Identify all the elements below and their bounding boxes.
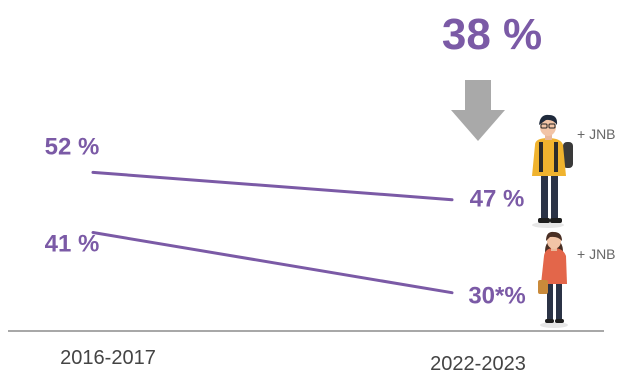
girl-student-icon	[538, 232, 568, 328]
series-1-label-end: 47 %	[470, 186, 525, 213]
x-tick-label-2022-2023: 2022-2023	[430, 353, 526, 374]
headline-percentage: 38 %	[442, 10, 542, 59]
down-arrow-icon	[451, 80, 505, 141]
series-1-label-start: 52 %	[45, 133, 100, 160]
x-tick-label-2016-2017: 2016-2017	[60, 347, 156, 369]
series-2-label-end: 30*%	[468, 283, 525, 310]
boy-student-icon	[532, 115, 573, 228]
series-2-label-start: 41 %	[45, 231, 100, 258]
series-2-annotation: + JNB	[577, 246, 616, 262]
series-2-line	[93, 233, 452, 293]
series-1-line	[93, 172, 452, 199]
series-1-annotation: + JNB	[577, 126, 616, 142]
